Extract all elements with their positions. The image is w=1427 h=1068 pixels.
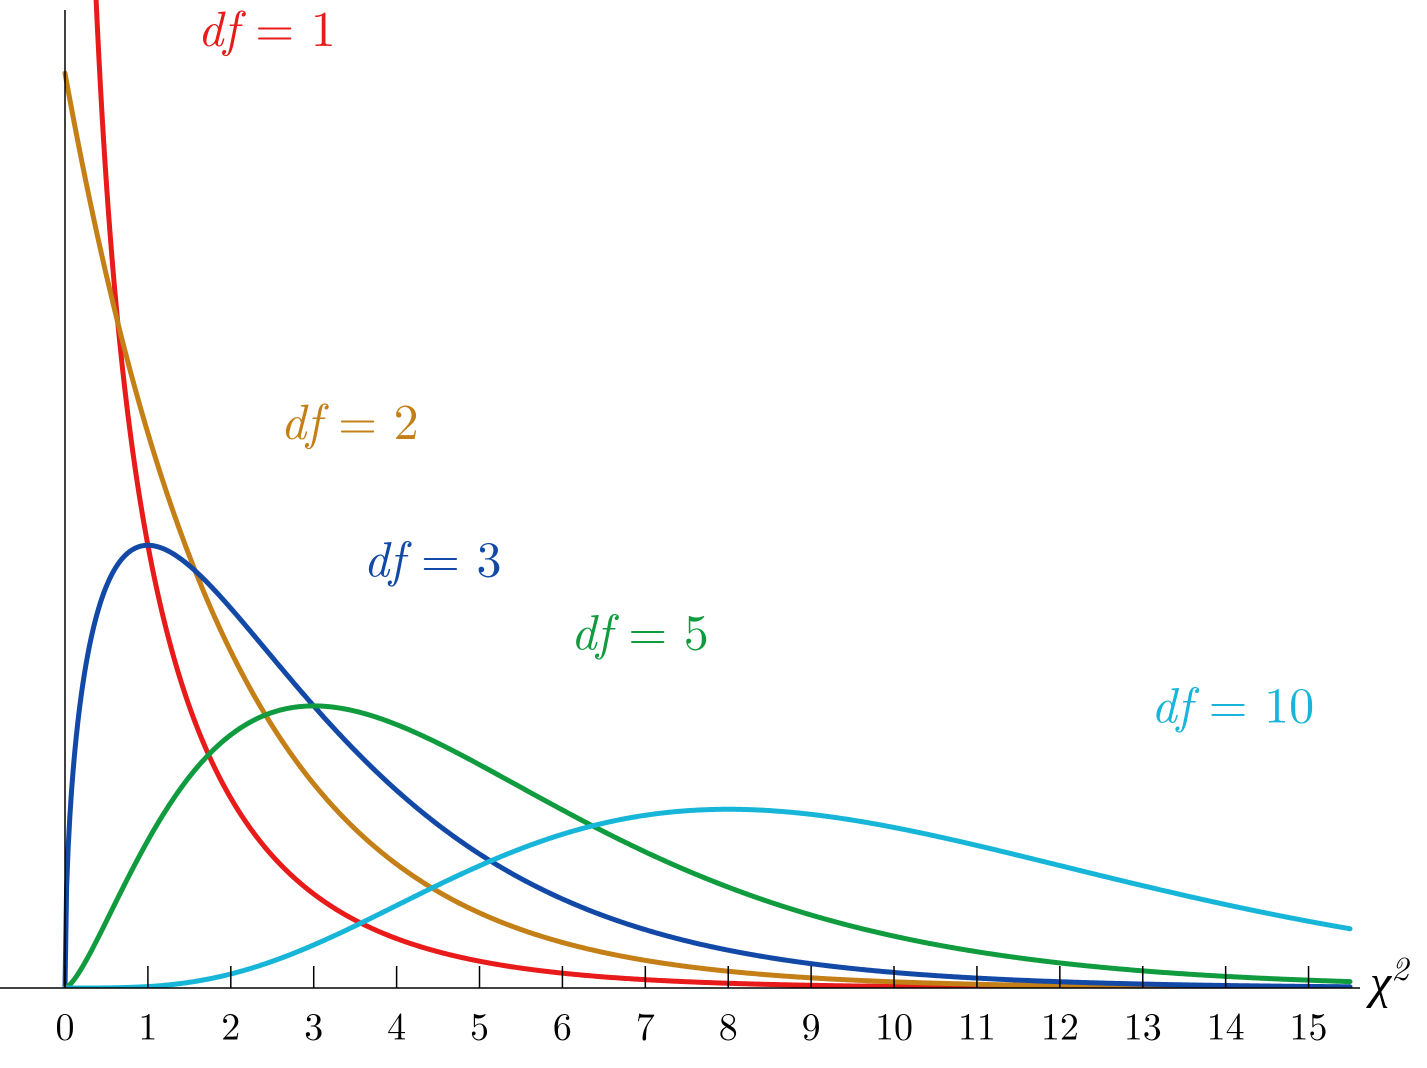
axes: 0123456789101112131415χ2 xyxy=(0,10,1410,1052)
xtick-label-10: 10 xyxy=(875,998,913,1052)
xtick-label-6: 6 xyxy=(553,998,572,1052)
x-axis-label: χ2 xyxy=(1366,942,1410,1012)
xtick-label-2: 2 xyxy=(221,998,240,1052)
xtick-label-8: 8 xyxy=(719,998,738,1052)
xtick-label-3: 3 xyxy=(304,998,323,1052)
series-df-1 xyxy=(65,0,1350,988)
xtick-label-7: 7 xyxy=(636,998,655,1052)
xtick-label-14: 14 xyxy=(1207,998,1245,1052)
chi-square-pdf-chart: 0123456789101112131415χ2df = 1df = 2df =… xyxy=(0,0,1427,1068)
series-label-df-2: df = 2 xyxy=(281,383,419,454)
xtick-label-15: 15 xyxy=(1290,998,1328,1052)
series-label-df-5: df = 5 xyxy=(571,594,709,665)
xtick-label-4: 4 xyxy=(387,998,406,1052)
series-label-df-1: df = 1 xyxy=(198,0,336,61)
series-label-df-3: df = 3 xyxy=(363,520,501,591)
xtick-label-9: 9 xyxy=(802,998,821,1052)
xtick-label-0: 0 xyxy=(55,998,74,1052)
series-df-2 xyxy=(65,73,1350,987)
xtick-label-11: 11 xyxy=(958,998,996,1052)
chart-svg: 0123456789101112131415χ2df = 1df = 2df =… xyxy=(0,0,1427,1068)
xtick-label-13: 13 xyxy=(1124,998,1162,1052)
xtick-label-5: 5 xyxy=(470,998,489,1052)
xtick-label-1: 1 xyxy=(138,998,157,1052)
series-label-df-10: df = 10 xyxy=(1151,667,1314,738)
xtick-label-12: 12 xyxy=(1041,998,1079,1052)
